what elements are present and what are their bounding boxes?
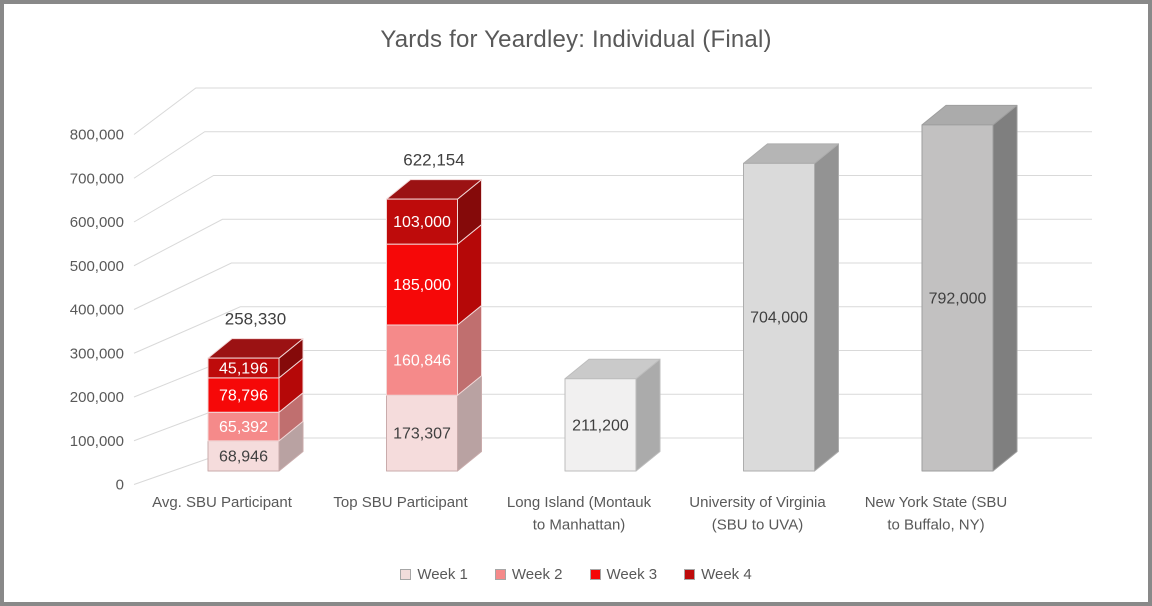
y-axis-tick-label: 400,000 [70,302,124,319]
legend-label: Week 4 [701,566,752,583]
category-label-line: Avg. SBU Participant [152,494,293,511]
x-axis-category-label: New York State (SBU to Buffalo, NY) [865,494,1008,534]
bar-top-sbu-participant-segment-4-front-face [386,198,458,245]
bar-segment-value-label: 185,000 [393,277,451,294]
bar-new-york-state-sbu-to-buffalo-ny: 792,000 [921,104,1018,472]
legend-item-week-3: Week 3 [589,566,658,583]
bar-segment-value-label: 65,392 [219,419,268,436]
y-axis-tick-label: 200,000 [70,389,124,406]
y-axis-tick-label: 100,000 [70,433,124,450]
bar-total-label: 258,330 [225,310,286,329]
bar-segment-value-label: 160,846 [393,353,451,370]
y-axis-tick-label: 300,000 [70,345,124,362]
category-label-line: to Buffalo, NY) [887,517,984,534]
legend-label: Week 3 [606,566,658,583]
bar-total-label: 622,154 [403,151,464,170]
bar-avg-sbu-participant-segment-4-front-face [207,357,280,379]
bar-value-label: 792,000 [929,290,987,307]
category-label-line: Long Island (Montauk [507,494,652,511]
legend-swatch-icon [589,569,601,580]
bar-university-of-virginia-sbu-to-uva-front-face [743,162,815,472]
x-axis-category-label: University of Virginia (SBU to UVA) [689,494,826,534]
bar-segment-value-label: 45,196 [219,360,268,377]
x-axis-category-label: Top SBU Participant [333,494,468,511]
bar-university-of-virginia-sbu-to-uva: 704,000 [743,143,839,472]
legend-item-week-2: Week 2 [494,566,563,583]
bar-segment-value-label: 103,000 [393,214,451,231]
legend-label: Week 2 [511,566,563,583]
chart-canvas: 0 100,000 200,000 300,000 400,000 500,000 600,… [70,87,1092,534]
y-axis-tick-label: 800,000 [70,127,124,144]
bar-value-label: 211,200 [572,417,629,434]
y-axis-tick-label: 700,000 [70,170,124,187]
y-axis-tick-label: 600,000 [70,214,124,231]
category-label-line: University of Virginia [689,494,826,511]
gridline [133,131,1092,179]
bar-segment-value-label: 68,946 [219,448,268,465]
chart-legend: Week 1 Week 2 Week 3 Week 4 [4,566,1148,583]
x-axis-category-label: Avg. SBU Participant [152,494,293,511]
legend-item-week-4: Week 4 [684,566,752,583]
bar-new-york-state-sbu-to-buffalo-ny-side-face [992,104,1018,472]
bar-top-sbu-participant: 173,307 160,846 185,000 103,000 622,154 [386,151,482,472]
category-label-line: Top SBU Participant [333,494,468,511]
category-label-line: to Manhattan) [533,517,626,534]
category-label-line: (SBU to UVA) [712,517,803,534]
legend-swatch-icon [684,569,696,580]
bar-university-of-virginia-sbu-to-uva-side-face [814,143,839,472]
x-axis-category-label: Long Island (Montauk to Manhattan) [507,494,652,534]
gridline [133,87,1092,135]
legend-item-week-1: Week 1 [400,566,468,583]
bar-segment-value-label: 78,796 [219,388,268,405]
bar-segment-value-label: 173,307 [393,426,451,443]
bar-avg-sbu-participant: 68,946 65,392 78,796 45,196 258,330 [207,310,304,472]
bar-value-label: 704,000 [750,310,808,327]
bar-long-island-montauk-to-manhattan-front-face [564,378,637,472]
legend-swatch-icon [400,569,412,580]
chart-title: Yards for Yeardley: Individual (Final) [380,26,772,53]
legend-swatch-icon [494,569,506,580]
y-axis-tick-label: 500,000 [70,258,124,275]
y-axis-tick-label: 0 [116,477,124,494]
bar-long-island-montauk-to-manhattan: 211,200 [564,358,661,472]
bar-new-york-state-sbu-to-buffalo-ny-front-face [921,124,994,472]
legend-label: Week 1 [417,566,468,583]
category-label-line: New York State (SBU [865,494,1008,511]
